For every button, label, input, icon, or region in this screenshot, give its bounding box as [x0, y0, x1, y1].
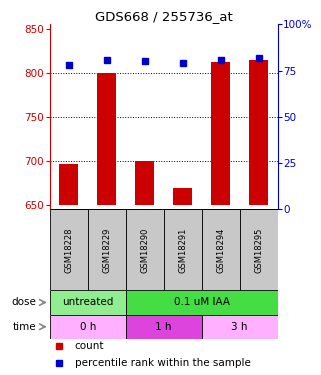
- Text: dose: dose: [12, 297, 37, 307]
- Bar: [126, 209, 164, 290]
- Text: 1 h: 1 h: [155, 322, 172, 332]
- Bar: [50, 315, 126, 339]
- Bar: [173, 188, 192, 205]
- Text: GSM18290: GSM18290: [140, 227, 149, 273]
- Text: 0.1 uM IAA: 0.1 uM IAA: [174, 297, 230, 307]
- Bar: [59, 164, 78, 205]
- Text: 3 h: 3 h: [231, 322, 248, 332]
- Bar: [164, 209, 202, 290]
- Text: GSM18294: GSM18294: [216, 227, 225, 273]
- Bar: [50, 290, 126, 315]
- Text: GSM18229: GSM18229: [102, 227, 111, 273]
- Bar: [88, 209, 126, 290]
- Text: percentile rank within the sample: percentile rank within the sample: [75, 358, 251, 368]
- Bar: [126, 290, 278, 315]
- Bar: [249, 60, 268, 205]
- Bar: [202, 209, 240, 290]
- Text: 0 h: 0 h: [80, 322, 96, 332]
- Bar: [97, 73, 116, 205]
- Text: GSM18295: GSM18295: [254, 227, 263, 273]
- Bar: [240, 209, 278, 290]
- Text: GSM18291: GSM18291: [178, 227, 187, 273]
- Title: GDS668 / 255736_at: GDS668 / 255736_at: [95, 10, 233, 23]
- Text: untreated: untreated: [62, 297, 113, 307]
- Bar: [50, 209, 88, 290]
- Bar: [135, 161, 154, 205]
- Text: count: count: [75, 341, 104, 351]
- Text: GSM18228: GSM18228: [64, 227, 73, 273]
- Text: time: time: [13, 322, 37, 332]
- Bar: [211, 62, 230, 205]
- Bar: [202, 315, 278, 339]
- Bar: [126, 315, 202, 339]
